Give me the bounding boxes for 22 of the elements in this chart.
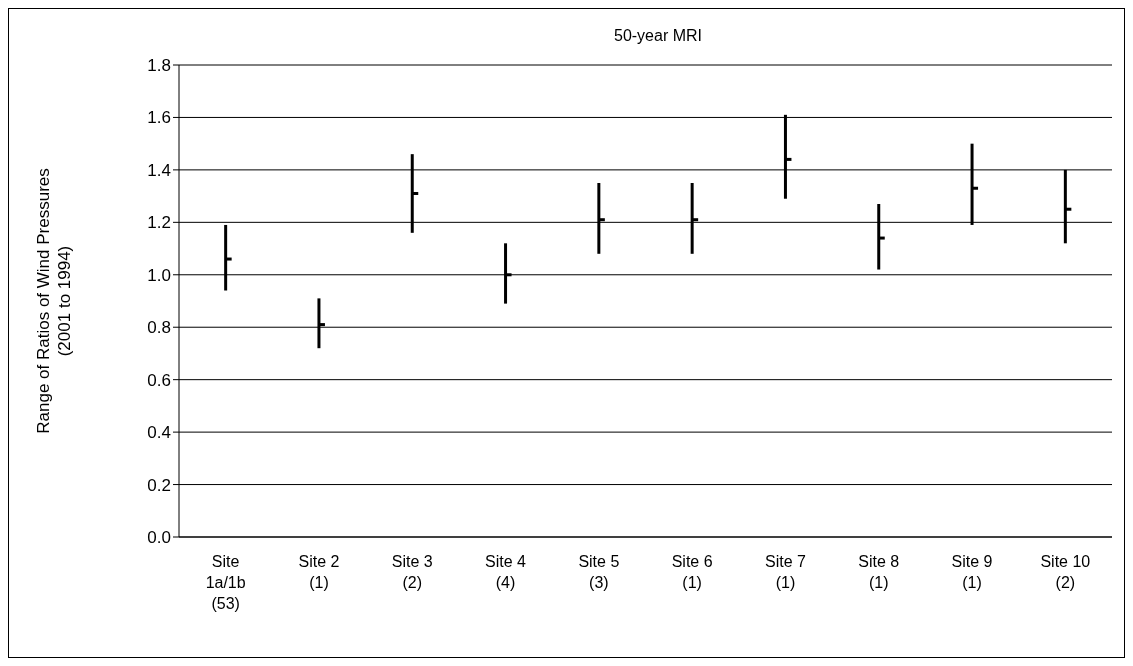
y-tick-label: 1.6 bbox=[147, 108, 171, 128]
x-tick-label: Site 2 (1) bbox=[298, 553, 340, 591]
x-tick-label: Site 8 (1) bbox=[858, 553, 900, 591]
y-tick-label: 0.6 bbox=[147, 370, 171, 390]
y-tick-label: 1.0 bbox=[147, 265, 171, 285]
y-tick-label: 0.8 bbox=[147, 318, 171, 338]
x-tick-label: Site 10 (2) bbox=[1040, 553, 1091, 591]
x-tick-label: Site 7 (1) bbox=[764, 553, 806, 591]
x-tick-label: Site 1a/1b (53) bbox=[205, 553, 246, 612]
y-tick-label: 1.2 bbox=[147, 213, 171, 233]
x-tick-label: Site 3 (2) bbox=[391, 553, 433, 591]
y-tick-label: 0.0 bbox=[147, 528, 171, 548]
x-tick-label: Site 9 (1) bbox=[951, 553, 993, 591]
y-tick-label: 0.2 bbox=[147, 475, 171, 495]
y-tick-label: 0.4 bbox=[147, 423, 171, 443]
y-tick-label: 1.4 bbox=[147, 160, 171, 180]
y-axis-title: Range of Ratios of Wind Pressures (2001 to 1994) bbox=[34, 168, 74, 434]
x-tick-label: Site 4 (4) bbox=[485, 553, 527, 591]
x-tick-label: Site 6 (1) bbox=[671, 553, 713, 591]
chart-title: 50-year MRI bbox=[613, 27, 703, 45]
x-tick-label: Site 5 (3) bbox=[578, 553, 620, 591]
y-tick-label: 1.8 bbox=[147, 56, 171, 76]
